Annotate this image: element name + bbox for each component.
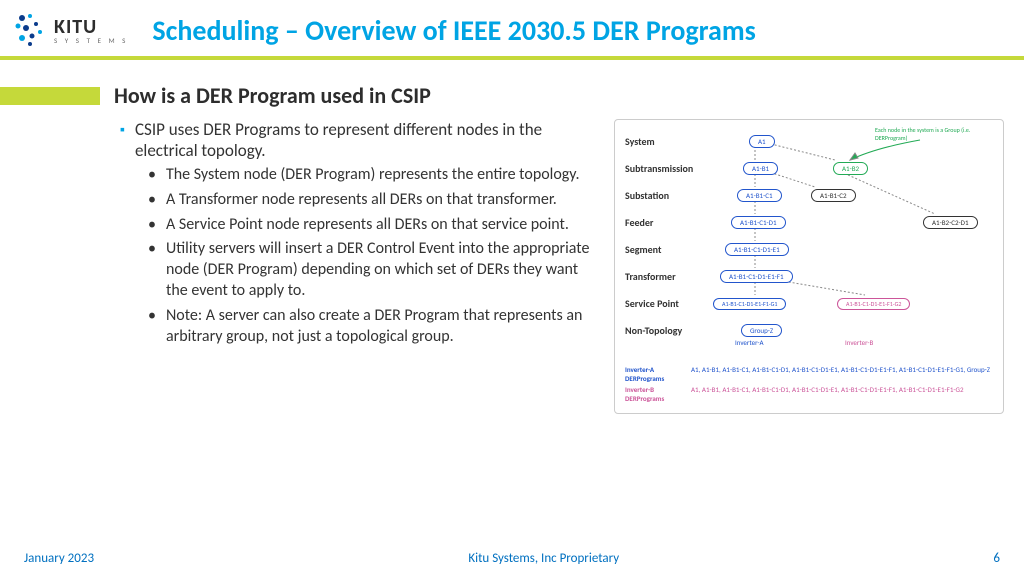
bullet-text: Utility servers will insert a DER Contro…	[166, 239, 594, 301]
content-area: ▪ CSIP uses DER Programs to represent di…	[0, 109, 1024, 414]
node-substation-1: A1-B1-C1	[737, 189, 782, 202]
footer-proprietary: Kitu Systems, Inc Proprietary	[468, 551, 619, 566]
node-service-point-1: A1-B1-C1-D1-E1-F1-G1	[713, 298, 786, 310]
kitu-logo-icon	[12, 12, 48, 48]
row-label: Feeder	[625, 216, 707, 229]
sub-bullet-list: • The System node (DER Program) represent…	[148, 165, 594, 347]
bullet-text: A Transformer node represents all DERs o…	[166, 190, 557, 211]
node-segment: A1-B1-C1-D1-E1	[725, 243, 789, 256]
inverter-a-label: Inverter-A	[735, 338, 764, 347]
slide-header: KITU S Y S T E M S Scheduling – Overview…	[0, 0, 1024, 60]
dot-bullet-icon: •	[148, 306, 156, 348]
dot-bullet-icon: •	[148, 215, 156, 236]
legend-label-b: Inverter-B DERPrograms	[625, 385, 691, 403]
accent-bar	[0, 87, 100, 105]
row-label: Service Point	[625, 297, 707, 310]
node-substation-2: A1-B1-C2	[811, 189, 856, 202]
logo-subtitle: S Y S T E M S	[54, 37, 128, 44]
bullet-level-2: • A Service Point node represents all DER…	[148, 215, 594, 236]
diagram-legend: Inverter-A DERProgramsA1, A1-B1, A1-B1-C…	[625, 365, 993, 405]
bullet-level-2: •Note: A server can also create a DER Pr…	[148, 306, 594, 348]
logo: KITU S Y S T E M S	[12, 12, 128, 48]
legend-label-a: Inverter-A DERPrograms	[625, 365, 691, 383]
footer-date: January 2023	[24, 551, 94, 566]
slide-subtitle: How is a DER Program used in CSIP	[114, 82, 431, 109]
node-group-z: Group-Z	[741, 324, 782, 337]
topology-diagram: Each node in the system is a Group (i.e.…	[614, 119, 1004, 414]
dot-bullet-icon: •	[148, 190, 156, 211]
row-label: Transformer	[625, 270, 707, 283]
bullet-text: A Service Point node represents all DERs…	[166, 215, 569, 236]
row-label: Non-Topology	[625, 324, 707, 337]
bullet-text: The System node (DER Program) represents…	[166, 165, 580, 186]
node-subtrans-1: A1-B1	[743, 162, 778, 175]
square-bullet-icon: ▪	[120, 119, 125, 161]
bullet-text: CSIP uses DER Programs to represent diff…	[135, 119, 594, 161]
bullet-text: Note: A server can also create a DER Pro…	[166, 306, 594, 348]
footer-page-number: 6	[993, 551, 1000, 566]
bullet-level-2: • The System node (DER Program) represent…	[148, 165, 594, 186]
bullet-level-1: ▪ CSIP uses DER Programs to represent di…	[120, 119, 594, 161]
node-service-point-2: A1-B1-C1-D1-E1-F1-G2	[837, 298, 910, 310]
bullet-level-2: •Utility servers will insert a DER Contr…	[148, 239, 594, 301]
text-column: ▪ CSIP uses DER Programs to represent di…	[120, 119, 594, 414]
row-label: Subtransmission	[625, 162, 707, 175]
node-feeder-2: A1-B2-C2-D1	[923, 216, 978, 229]
node-system: A1	[749, 135, 775, 148]
logo-name: KITU	[54, 17, 128, 37]
legend-value-b: A1, A1-B1, A1-B1-C1, A1-B1-C1-D1, A1-B1-…	[691, 385, 993, 403]
slide-footer: January 2023 Kitu Systems, Inc Proprieta…	[0, 551, 1024, 566]
legend-value-a: A1, A1-B1, A1-B1-C1, A1-B1-C1-D1, A1-B1-…	[691, 365, 993, 383]
slide-title: Scheduling – Overview of IEEE 2030.5 DER…	[152, 13, 755, 48]
subtitle-row: How is a DER Program used in CSIP	[0, 82, 1024, 109]
row-label: System	[625, 135, 707, 148]
node-feeder-1: A1-B1-C1-D1	[731, 216, 786, 229]
dot-bullet-icon: •	[148, 239, 156, 301]
row-label: Segment	[625, 243, 707, 256]
node-transformer: A1-B1-C1-D1-E1-F1	[720, 270, 793, 283]
row-label: Substation	[625, 189, 707, 202]
bullet-level-2: • A Transformer node represents all DERs …	[148, 190, 594, 211]
dot-bullet-icon: •	[148, 165, 156, 186]
node-subtrans-2: A1-B2	[833, 162, 868, 175]
inverter-b-label: Inverter-B	[845, 338, 873, 347]
